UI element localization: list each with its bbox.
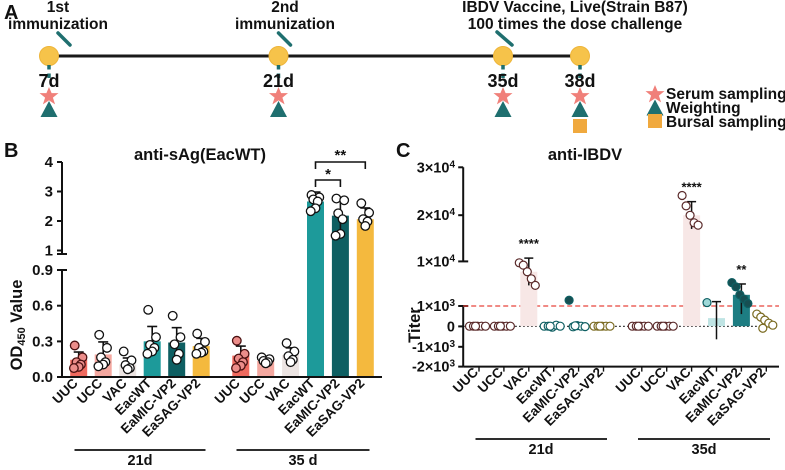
svg-text:****: **** bbox=[681, 180, 702, 195]
svg-text:4: 4 bbox=[45, 154, 54, 171]
svg-text:anti-IBDV: anti-IBDV bbox=[548, 146, 622, 164]
svg-text:0.6: 0.6 bbox=[32, 298, 53, 315]
svg-text:0.9: 0.9 bbox=[32, 262, 53, 279]
svg-text:1: 1 bbox=[45, 243, 53, 260]
svg-text:21d: 21d bbox=[128, 453, 153, 469]
svg-text:-2×103: -2×103 bbox=[412, 359, 456, 376]
svg-text:3: 3 bbox=[45, 184, 53, 201]
svg-text:IBDV Vaccine, Live(Strain B87): IBDV Vaccine, Live(Strain B87) bbox=[462, 0, 688, 16]
svg-text:UCC: UCC bbox=[74, 375, 105, 406]
svg-text:2×104: 2×104 bbox=[417, 207, 456, 224]
svg-text:immunization: immunization bbox=[8, 16, 108, 33]
svg-text:UUC: UUC bbox=[613, 364, 644, 395]
svg-text:Titer: Titer bbox=[406, 307, 424, 343]
svg-text:100 times the dose challenge: 100 times the dose challenge bbox=[468, 16, 683, 33]
svg-text:0.3: 0.3 bbox=[32, 333, 53, 350]
svg-text:UUC: UUC bbox=[212, 375, 243, 406]
svg-text:**: ** bbox=[736, 262, 747, 277]
svg-text:*: * bbox=[325, 166, 331, 183]
svg-text:Bursal sampling: Bursal sampling bbox=[666, 114, 785, 131]
svg-text:immunization: immunization bbox=[235, 16, 335, 33]
svg-text:UCC: UCC bbox=[237, 375, 268, 406]
svg-text:OD450 Value: OD450 Value bbox=[8, 280, 28, 371]
svg-text:anti-sAg(EacWT): anti-sAg(EacWT) bbox=[134, 146, 266, 164]
svg-text:2: 2 bbox=[45, 213, 53, 230]
svg-text:21d: 21d bbox=[529, 442, 554, 458]
svg-text:3×104: 3×104 bbox=[417, 159, 456, 176]
svg-text:1st: 1st bbox=[47, 0, 69, 16]
svg-text:35d: 35d bbox=[692, 442, 717, 458]
svg-text:0: 0 bbox=[447, 319, 455, 335]
svg-text:2nd: 2nd bbox=[271, 0, 299, 16]
svg-text:****: **** bbox=[519, 236, 540, 251]
svg-text:UUC: UUC bbox=[50, 375, 81, 406]
svg-text:35 d: 35 d bbox=[288, 453, 317, 469]
svg-text:1×104: 1×104 bbox=[417, 253, 456, 270]
svg-text:**: ** bbox=[335, 147, 347, 164]
svg-text:0.0: 0.0 bbox=[32, 369, 53, 386]
